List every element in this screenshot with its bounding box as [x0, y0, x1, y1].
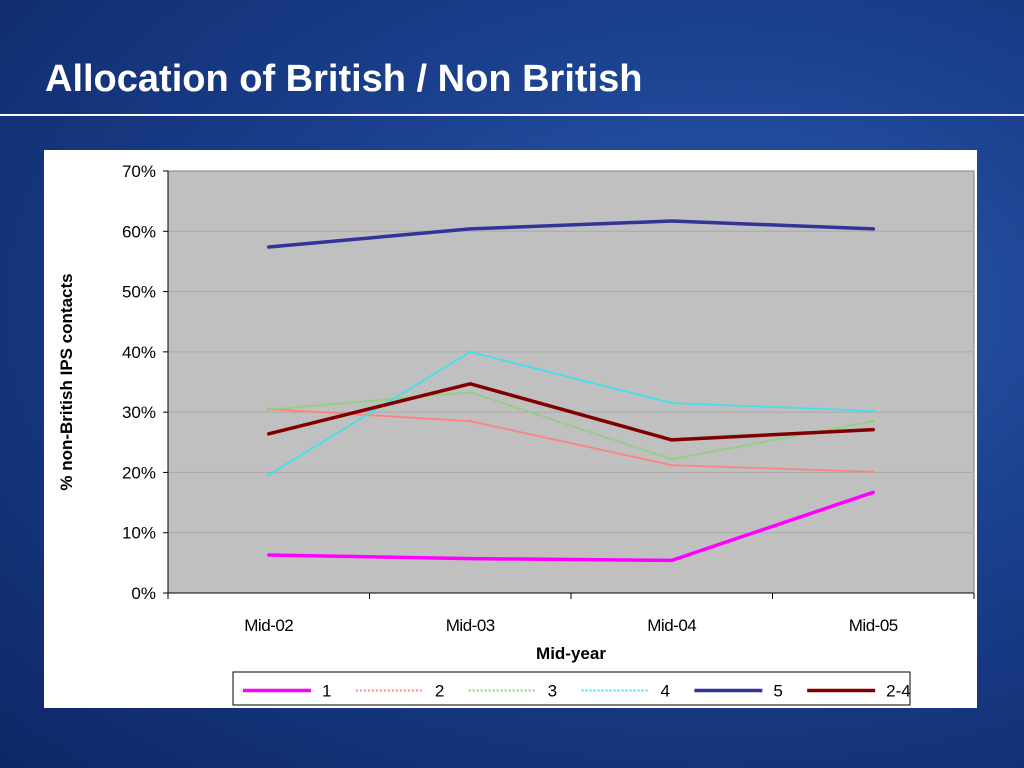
legend-label: 2-4 — [886, 682, 911, 701]
series-line-4 — [267, 350, 875, 476]
series-line-2-4 — [267, 382, 876, 442]
data-point-2-4 — [670, 438, 674, 442]
data-point-5 — [267, 245, 271, 249]
x-tick-label: Mid-04 — [647, 616, 696, 635]
y-tick-label: 40% — [122, 343, 156, 362]
line-chart: 0% 10% 20% 30% 40% 50% 60% 70% Mid-02 Mid-03 Mid-0… — [57, 162, 975, 706]
data-point-3 — [670, 457, 674, 461]
y-tick-label: 70% — [122, 162, 156, 181]
legend-label: 5 — [773, 682, 782, 701]
legend-box — [232, 671, 911, 706]
data-point-2-4 — [871, 428, 875, 432]
data-point-3 — [871, 419, 875, 423]
series-line-5 — [267, 219, 876, 249]
data-point-4 — [468, 350, 472, 354]
data-point-1 — [267, 553, 271, 557]
chart-panel: 0% 10% 20% 30% 40% 50% 60% 70% Mid-02 Mid-03 Mid-0… — [44, 150, 977, 708]
x-tick-label: Mid-02 — [244, 616, 293, 635]
data-point-2 — [468, 419, 472, 423]
data-point-1 — [670, 558, 674, 562]
data-point-3 — [267, 408, 271, 412]
data-point-3 — [468, 390, 472, 394]
data-point-4 — [670, 401, 674, 405]
title-divider — [0, 114, 1024, 116]
data-point-2-4 — [267, 432, 271, 436]
series-line-2 — [267, 408, 875, 473]
x-tick-label: Mid-03 — [446, 616, 495, 635]
legend-label: 4 — [661, 682, 670, 701]
data-point-2-4 — [468, 382, 472, 386]
y-axis-title: % non-British IPS contacts — [57, 273, 76, 490]
plot-area — [167, 170, 975, 594]
y-tick-label: 20% — [122, 463, 156, 482]
slide-title: Allocation of British / Non British — [45, 58, 643, 100]
x-axis-title: Mid-year — [536, 644, 606, 663]
data-point-5 — [871, 227, 875, 231]
data-point-5 — [468, 227, 472, 231]
data-point-4 — [871, 409, 875, 413]
legend-label: 2 — [435, 682, 444, 701]
data-point-2 — [670, 463, 674, 467]
data-point-5 — [670, 219, 674, 223]
data-point-1 — [468, 557, 472, 561]
y-tick-label: 60% — [122, 222, 156, 241]
data-point-4 — [267, 473, 271, 477]
y-tick-label: 0% — [131, 584, 156, 603]
y-tick-label: 10% — [122, 524, 156, 543]
data-point-1 — [871, 490, 875, 494]
series-line-1 — [267, 490, 876, 563]
legend-label: 3 — [548, 682, 557, 701]
x-tick-label: Mid-05 — [849, 616, 898, 635]
y-tick-label: 30% — [122, 403, 156, 422]
y-tick-label: 50% — [122, 283, 156, 302]
legend-label: 1 — [322, 682, 331, 701]
data-point-2 — [871, 470, 875, 474]
series-line-3 — [267, 391, 875, 461]
